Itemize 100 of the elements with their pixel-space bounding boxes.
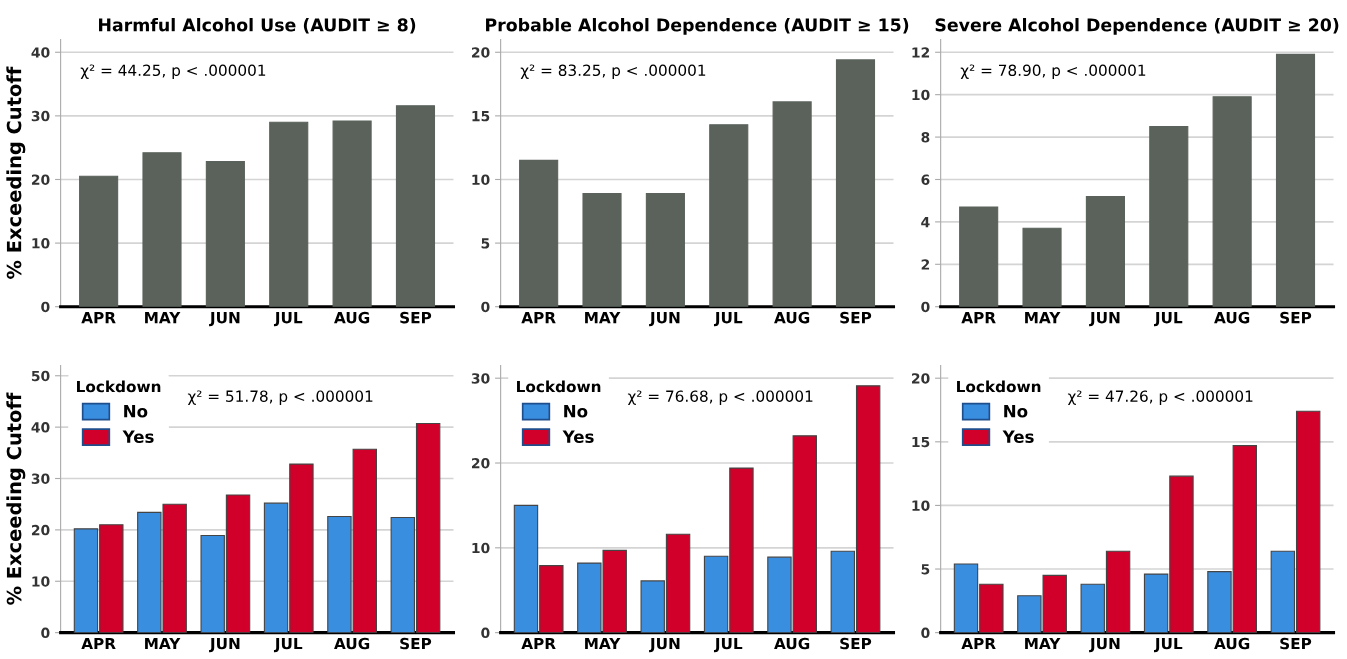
bar bbox=[332, 120, 372, 307]
y-tick-label: 20 bbox=[471, 47, 490, 58]
x-tick-label: APR bbox=[81, 312, 116, 324]
y-tick-label: 15 bbox=[472, 111, 490, 122]
bar bbox=[142, 152, 182, 307]
y-tick-label: 40 bbox=[31, 422, 50, 433]
y-tick-label: 10 bbox=[472, 542, 490, 554]
x-tick-label: JUN bbox=[1089, 312, 1120, 327]
y-tick-label: 2 bbox=[921, 259, 930, 270]
legend-label: Yes bbox=[1002, 430, 1034, 443]
y-tick-label: 0 bbox=[41, 627, 50, 639]
bar bbox=[582, 192, 622, 307]
x-tick-label: AUG bbox=[1214, 637, 1250, 650]
bar bbox=[709, 124, 749, 307]
y-tick-label: 10 bbox=[912, 89, 930, 101]
y-tick-label: 0 bbox=[41, 301, 50, 313]
bar bbox=[1275, 53, 1316, 307]
y-tick-label: 0 bbox=[481, 301, 490, 313]
x-tick-label: JUN bbox=[1089, 637, 1120, 653]
x-tick-label: APR bbox=[521, 637, 556, 650]
y-tick-label: 0 bbox=[921, 627, 930, 639]
x-tick-label: AUG bbox=[334, 311, 370, 324]
legend-label: No bbox=[124, 405, 148, 418]
y-tick-label: 8 bbox=[921, 132, 930, 143]
bar bbox=[205, 161, 245, 307]
x-tick-label: SEP bbox=[1280, 637, 1312, 650]
chart-title: Harmful Alcohol Use (AUDIT ≥ 8) bbox=[99, 18, 416, 34]
bar bbox=[835, 59, 876, 307]
bar bbox=[1022, 227, 1062, 307]
x-tick-label: JUL bbox=[273, 312, 303, 327]
x-tick-label: SEP bbox=[1280, 311, 1312, 324]
y-tick-label: 10 bbox=[472, 174, 490, 185]
x-tick-label: APR bbox=[961, 312, 996, 324]
y-tick-label: 10 bbox=[912, 500, 930, 511]
chart-title: Severe Alcohol Dependence (AUDIT ≥ 20) bbox=[935, 18, 1339, 35]
legend-title: Lockdown bbox=[517, 380, 601, 393]
y-tick-label: 15 bbox=[912, 436, 930, 448]
x-tick-label: MAY bbox=[145, 312, 181, 324]
bar bbox=[1149, 125, 1189, 307]
x-tick-label: JUL bbox=[713, 312, 743, 327]
bar bbox=[79, 175, 119, 307]
x-tick-label: APR bbox=[521, 312, 556, 324]
y-tick-label: 50 bbox=[31, 370, 50, 382]
bar bbox=[772, 101, 812, 307]
x-tick-label: JUN bbox=[649, 312, 680, 327]
bar bbox=[395, 105, 436, 307]
x-tick-label: MAY bbox=[1025, 637, 1061, 650]
x-tick-label: APR bbox=[81, 637, 116, 650]
y-tick-label: 5 bbox=[921, 564, 930, 575]
x-tick-label: AUG bbox=[334, 637, 370, 650]
annotation: χ² = 51.78, p < .000001 bbox=[187, 390, 373, 405]
annotation: χ² = 83.25, p < .000001 bbox=[520, 64, 706, 79]
x-tick-label: AUG bbox=[774, 311, 810, 324]
annotation: χ² = 76.68, p < .000001 bbox=[627, 390, 813, 405]
bar bbox=[1085, 195, 1125, 307]
x-tick-label: JUN bbox=[649, 637, 680, 653]
bar bbox=[519, 159, 559, 307]
x-tick-label: MAY bbox=[585, 312, 621, 324]
y-tick-label: 30 bbox=[31, 110, 50, 122]
y-tick-label: 5 bbox=[481, 238, 490, 249]
y-axis-title: % Exceeding Cutoff bbox=[6, 66, 26, 279]
x-tick-label: SEP bbox=[400, 311, 432, 324]
legend-title: Lockdown bbox=[957, 380, 1041, 393]
x-tick-label: MAY bbox=[585, 637, 621, 650]
y-tick-label: 4 bbox=[921, 217, 930, 228]
x-tick-label: JUL bbox=[1154, 312, 1183, 327]
y-tick-label: 30 bbox=[471, 373, 490, 384]
legend-label: No bbox=[1004, 405, 1028, 418]
x-tick-label: JUL bbox=[713, 637, 743, 653]
y-tick-label: 0 bbox=[921, 301, 930, 313]
x-tick-label: JUN bbox=[209, 312, 240, 327]
bar bbox=[269, 121, 309, 307]
annotation: χ² = 78.90, p < .000001 bbox=[960, 64, 1146, 79]
x-tick-label: SEP bbox=[840, 311, 872, 324]
legend-label: No bbox=[564, 405, 588, 418]
legend-label: Yes bbox=[562, 430, 594, 443]
y-tick-label: 0 bbox=[481, 627, 490, 639]
bar bbox=[645, 192, 685, 307]
y-tick-label: 20 bbox=[471, 457, 490, 469]
y-tick-label: 12 bbox=[912, 47, 930, 58]
y-tick-label: 10 bbox=[32, 576, 50, 587]
x-tick-label: JUN bbox=[209, 637, 240, 653]
y-tick-label: 20 bbox=[912, 373, 930, 384]
x-tick-label: JUL bbox=[273, 637, 303, 653]
x-tick-label: JUL bbox=[1154, 637, 1183, 653]
annotation: χ² = 47.26, p < .000001 bbox=[1067, 390, 1253, 405]
y-tick-label: 10 bbox=[32, 238, 50, 249]
x-tick-label: AUG bbox=[774, 637, 810, 650]
y-tick-label: 40 bbox=[31, 47, 50, 58]
x-tick-label: MAY bbox=[145, 637, 181, 650]
x-tick-label: SEP bbox=[400, 637, 432, 650]
x-tick-label: SEP bbox=[840, 637, 872, 650]
bar bbox=[959, 206, 999, 307]
y-tick-label: 20 bbox=[31, 174, 50, 185]
chart-title: Probable Alcohol Dependence (AUDIT ≥ 15) bbox=[486, 18, 909, 35]
legend-title: Lockdown bbox=[77, 380, 161, 393]
x-tick-label: MAY bbox=[1025, 312, 1061, 324]
bar bbox=[1212, 96, 1252, 307]
annotation: χ² = 44.25, p < .000001 bbox=[80, 64, 266, 79]
x-tick-label: AUG bbox=[1214, 311, 1250, 324]
